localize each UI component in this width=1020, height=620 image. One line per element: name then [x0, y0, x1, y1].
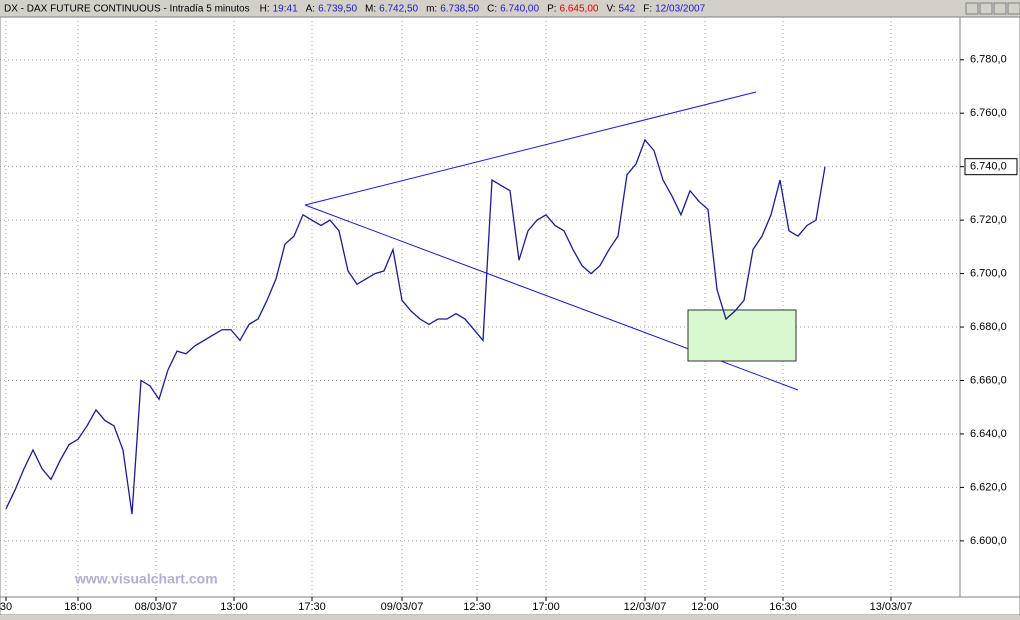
x-tick-label: 17:30 — [298, 601, 326, 613]
header-value: 19:41 — [273, 4, 298, 15]
y-tick-label: 6.780,0 — [970, 54, 1007, 66]
grid — [0, 17, 960, 597]
x-tick-label: 12:30 — [463, 601, 491, 613]
x-tick-label: 30 — [0, 601, 12, 613]
minimize-button[interactable] — [965, 2, 979, 15]
x-tick-label: 09/03/07 — [381, 601, 424, 613]
y-axis-area — [959, 16, 1020, 598]
last-price-label: 6.740,0 — [970, 161, 1007, 173]
x-tick-label: 12:00 — [691, 601, 719, 613]
y-tick-label: 6.620,0 — [970, 481, 1007, 493]
header-value: 6.739,50 — [318, 4, 357, 15]
maximize-button[interactable] — [979, 2, 993, 15]
header-label: H: — [260, 4, 270, 15]
price-line — [5, 138, 826, 515]
trend-line — [304, 91, 757, 206]
header-value: 6.740,00 — [500, 4, 539, 15]
header-bar — [0, 0, 1020, 17]
header-items: H: 19:41 A: 6.739,50 M: 6.742,50 m: 6.738,50 C: 6… — [260, 4, 706, 15]
window-buttons[interactable] — [965, 2, 1020, 15]
header-label: C: — [487, 4, 497, 15]
plot-area — [0, 16, 961, 598]
header-title: DX - DAX FUTURE CONTINUOUS - Intradía 5 … — [4, 4, 250, 15]
help-button[interactable] — [1007, 2, 1020, 15]
x-tick-label: 08/03/07 — [135, 601, 178, 613]
header-label: V: — [606, 4, 615, 15]
header-label: P: — [547, 4, 556, 15]
highlight-box — [687, 309, 797, 362]
y-tick-label: 6.700,0 — [970, 267, 1007, 279]
y-tick-label: 6.600,0 — [970, 535, 1007, 547]
header-value: 6.645,00 — [560, 4, 599, 15]
x-tick-label: 13:00 — [220, 601, 248, 613]
header-label: A: — [306, 4, 315, 15]
y-tick-label: 6.660,0 — [970, 374, 1007, 386]
x-tick-label: 18:00 — [64, 601, 92, 613]
x-tick-label: 16:30 — [769, 601, 797, 613]
y-tick-label: 6.680,0 — [970, 321, 1007, 333]
close-button[interactable] — [993, 2, 1007, 15]
x-tick-label: 12/03/07 — [624, 601, 667, 613]
header-value: 12/03/2007 — [655, 4, 705, 15]
header-value: 542 — [619, 4, 636, 15]
header-value: 6.738,50 — [440, 4, 479, 15]
watermark: www.visualchart.com — [74, 571, 218, 587]
header-label: M: — [365, 4, 376, 15]
header-label: F: — [643, 4, 652, 15]
header-value: 6.742,50 — [379, 4, 418, 15]
last-price-box — [964, 158, 1018, 176]
y-tick-label: 6.760,0 — [970, 107, 1007, 119]
x-tick-label: 17:00 — [532, 601, 560, 613]
x-tick-label: 13/03/07 — [870, 601, 913, 613]
y-tick-label: 6.720,0 — [970, 214, 1007, 226]
header-label: m: — [426, 4, 437, 15]
y-tick-label: 6.640,0 — [970, 428, 1007, 440]
